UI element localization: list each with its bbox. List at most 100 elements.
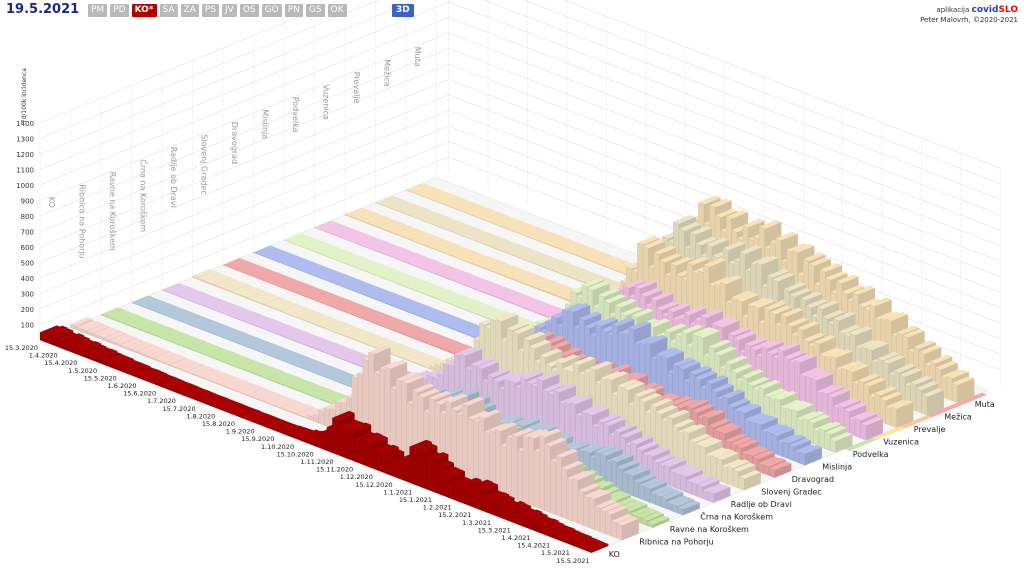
bar bbox=[686, 399, 709, 409]
bar bbox=[133, 367, 157, 377]
bar bbox=[791, 402, 814, 412]
bar bbox=[259, 247, 282, 257]
bar bbox=[721, 465, 728, 485]
region-button-sa[interactable]: SA bbox=[159, 4, 178, 17]
bar bbox=[352, 331, 375, 341]
bar bbox=[639, 287, 663, 297]
bar bbox=[427, 239, 451, 249]
bar bbox=[548, 292, 555, 297]
region-button-go[interactable]: GO bbox=[261, 4, 282, 17]
bar bbox=[270, 251, 293, 261]
region-button-za[interactable]: ZA bbox=[180, 4, 199, 17]
date-tick-label: 1.6.2020 bbox=[108, 382, 137, 390]
bar bbox=[578, 311, 602, 321]
bar bbox=[131, 295, 154, 305]
bar bbox=[286, 306, 309, 316]
bar bbox=[532, 279, 555, 289]
bar bbox=[838, 324, 862, 334]
bar bbox=[402, 357, 408, 361]
bar bbox=[821, 385, 845, 395]
bar bbox=[844, 402, 867, 412]
bar bbox=[128, 364, 151, 374]
bar bbox=[697, 328, 720, 338]
bar bbox=[503, 372, 527, 382]
region-button-pd[interactable]: PD bbox=[110, 4, 129, 17]
bar bbox=[623, 279, 646, 289]
region-button-jv[interactable]: JV bbox=[222, 4, 237, 17]
bar bbox=[241, 392, 248, 396]
bar bbox=[95, 355, 101, 364]
bar bbox=[647, 515, 670, 525]
series-label: Ribnica na Pohorju bbox=[639, 538, 714, 547]
bar bbox=[166, 380, 190, 390]
y-tick-label: 1000 bbox=[16, 182, 34, 190]
bar bbox=[719, 424, 742, 434]
bar bbox=[482, 260, 506, 270]
region-button-gs[interactable]: GS bbox=[305, 4, 325, 17]
bar bbox=[491, 240, 514, 250]
bar bbox=[522, 429, 546, 439]
bar bbox=[705, 447, 728, 457]
bar bbox=[426, 458, 432, 492]
region-button-ko[interactable]: KO* bbox=[131, 4, 157, 17]
date-tick-label: 15.4.2020 bbox=[44, 359, 77, 367]
bar bbox=[666, 495, 689, 505]
bar bbox=[600, 502, 623, 512]
bar bbox=[172, 382, 195, 392]
bar bbox=[725, 209, 749, 219]
bar bbox=[667, 303, 690, 313]
region-button-ps[interactable]: PS bbox=[201, 4, 220, 17]
bar bbox=[799, 367, 823, 377]
bar bbox=[266, 371, 289, 381]
bar bbox=[249, 413, 272, 423]
bar bbox=[414, 450, 421, 487]
bar bbox=[401, 381, 408, 458]
bar bbox=[547, 524, 570, 534]
y-tick-label: 100 bbox=[21, 322, 34, 330]
bar bbox=[630, 506, 653, 516]
bar bbox=[525, 513, 548, 523]
bar bbox=[446, 271, 470, 281]
region-button-os[interactable]: OS bbox=[239, 4, 259, 17]
bar bbox=[167, 332, 190, 342]
bar bbox=[337, 419, 361, 429]
region-button-ok[interactable]: OK bbox=[327, 4, 347, 17]
bar bbox=[396, 300, 420, 310]
bar bbox=[316, 342, 339, 352]
bar bbox=[542, 382, 565, 392]
bar bbox=[805, 369, 828, 379]
bar bbox=[142, 346, 165, 356]
bar bbox=[650, 398, 673, 408]
bar bbox=[722, 389, 745, 399]
bar bbox=[450, 199, 473, 209]
bar bbox=[197, 277, 204, 282]
bar bbox=[508, 503, 532, 513]
date-tick-label: 1.3.2021 bbox=[462, 519, 491, 527]
region-button-pn[interactable]: PN bbox=[284, 4, 303, 17]
bar bbox=[664, 323, 687, 333]
bar bbox=[541, 528, 548, 536]
bar bbox=[444, 245, 467, 255]
region-button-pm[interactable]: PM bbox=[88, 4, 108, 17]
bar bbox=[739, 245, 762, 255]
bar bbox=[822, 310, 845, 320]
bar bbox=[394, 275, 417, 285]
bar bbox=[438, 340, 461, 350]
bar bbox=[235, 383, 259, 393]
view-3d-button[interactable]: 3D bbox=[392, 4, 414, 17]
bar bbox=[896, 402, 914, 428]
bar bbox=[452, 273, 475, 283]
date-tick-label: 1.5.2020 bbox=[68, 367, 97, 375]
bar bbox=[224, 379, 248, 389]
bar bbox=[606, 371, 629, 381]
bar bbox=[314, 268, 337, 278]
bar bbox=[758, 456, 781, 466]
bar bbox=[478, 409, 501, 419]
bar bbox=[296, 359, 320, 369]
bar bbox=[783, 434, 806, 444]
bar bbox=[78, 341, 101, 351]
bar bbox=[477, 258, 500, 268]
bar bbox=[496, 290, 519, 300]
bar bbox=[366, 313, 389, 323]
bar bbox=[495, 422, 518, 432]
